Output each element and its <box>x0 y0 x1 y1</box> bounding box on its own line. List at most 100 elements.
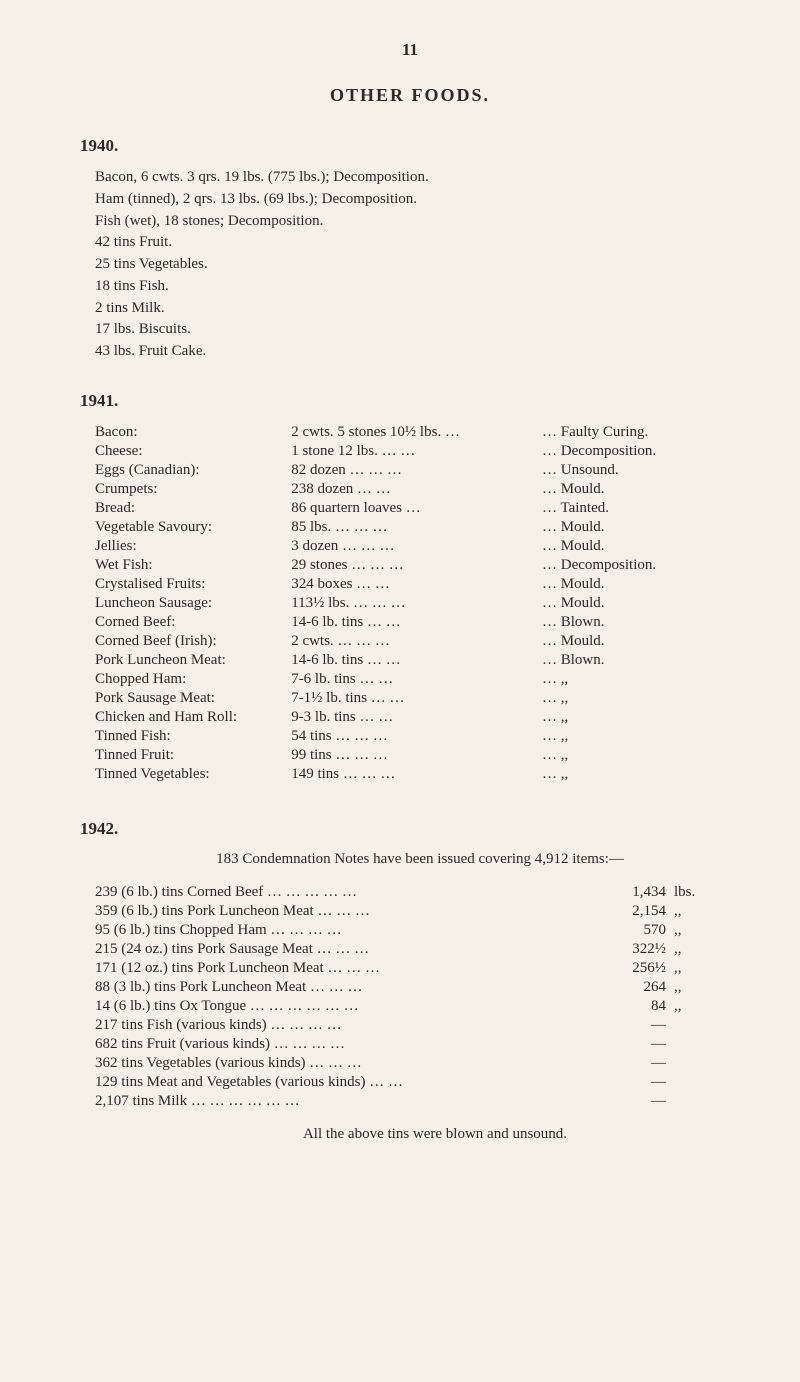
cell-desc: 95 (6 lb.) tins Chopped Ham … … … … <box>80 921 575 940</box>
cell-reason: … Tainted. <box>542 499 740 518</box>
table-row: 88 (3 lb.) tins Pork Luncheon Meat … … …… <box>80 978 740 997</box>
cell-amount: 238 dozen … … <box>291 480 542 499</box>
cell-reason: … ,, <box>542 689 740 708</box>
cell-amount: 54 tins … … … <box>291 727 542 746</box>
cell-desc: 2,107 tins Milk … … … … … … <box>80 1092 575 1111</box>
table-row: Bread:86 quartern loaves …… Tainted. <box>80 499 740 518</box>
cell-amount: 14-6 lb. tins … … <box>291 613 542 632</box>
cell-reason: … Mould. <box>542 480 740 499</box>
document-page: 11 OTHER FOODS. 1940. Bacon, 6 cwts. 3 q… <box>0 0 800 1183</box>
cell-desc: 14 (6 lb.) tins Ox Tongue … … … … … … <box>80 997 575 1016</box>
table-row: Tinned Fruit:99 tins … … …… ,, <box>80 746 740 765</box>
section-1940: 1940. Bacon, 6 cwts. 3 qrs. 19 lbs. (775… <box>80 136 740 361</box>
cell-item: Bacon: <box>80 423 291 442</box>
table-row: 239 (6 lb.) tins Corned Beef … … … … …1,… <box>80 883 740 902</box>
intro-1942: 183 Condemnation Notes have been issued … <box>100 851 740 868</box>
cell-item: Crystalised Fruits: <box>80 575 291 594</box>
cell-unit: ,, <box>674 959 740 978</box>
cell-item: Vegetable Savoury: <box>80 518 291 537</box>
cell-unit <box>674 1016 740 1035</box>
cell-reason: … Decomposition. <box>542 442 740 461</box>
cell-item: Eggs (Canadian): <box>80 461 291 480</box>
cell-desc: 88 (3 lb.) tins Pork Luncheon Meat … … … <box>80 978 575 997</box>
cell-item: Luncheon Sausage: <box>80 594 291 613</box>
line: Ham (tinned), 2 qrs. 13 lbs. (69 lbs.); … <box>95 190 740 209</box>
table-row: 14 (6 lb.) tins Ox Tongue … … … … … …84,… <box>80 997 740 1016</box>
line: Bacon, 6 cwts. 3 qrs. 19 lbs. (775 lbs.)… <box>95 168 740 187</box>
table-row: Chopped Ham:7-6 lb. tins … …… ,, <box>80 670 740 689</box>
table-row: Bacon:2 cwts. 5 stones 10½ lbs. …… Fault… <box>80 423 740 442</box>
line: 42 tins Fruit. <box>95 233 740 252</box>
cell-unit: lbs. <box>674 883 740 902</box>
cell-reason: … Decomposition. <box>542 556 740 575</box>
cell-unit: ,, <box>674 940 740 959</box>
cell-qty: 322½ <box>575 940 674 959</box>
section-1942: 1942. 183 Condemnation Notes have been i… <box>80 819 740 1143</box>
lines-1940: Bacon, 6 cwts. 3 qrs. 19 lbs. (775 lbs.)… <box>80 168 740 361</box>
cell-amount: 324 boxes … … <box>291 575 542 594</box>
table-row: Jellies:3 dozen … … …… Mould. <box>80 537 740 556</box>
cell-reason: … Mould. <box>542 537 740 556</box>
table-row: 359 (6 lb.) tins Pork Luncheon Meat … … … <box>80 902 740 921</box>
cell-unit <box>674 1054 740 1073</box>
footer-text: All the above tins were blown and unsoun… <box>303 1126 567 1142</box>
table-row: Tinned Vegetables:149 tins … … …… ,, <box>80 765 740 784</box>
cell-item: Tinned Fruit: <box>80 746 291 765</box>
table-row: Corned Beef:14-6 lb. tins … …… Blown. <box>80 613 740 632</box>
cell-qty: 570 <box>575 921 674 940</box>
table-row: Vegetable Savoury:85 lbs. … … …… Mould. <box>80 518 740 537</box>
cell-qty: 256½ <box>575 959 674 978</box>
table-row: Wet Fish:29 stones … … …… Decomposition. <box>80 556 740 575</box>
cell-reason: … Mould. <box>542 594 740 613</box>
table-row: 129 tins Meat and Vegetables (various ki… <box>80 1073 740 1092</box>
cell-desc: 359 (6 lb.) tins Pork Luncheon Meat … … … <box>80 902 575 921</box>
cell-reason: … ,, <box>542 765 740 784</box>
cell-amount: 1 stone 12 lbs. … … <box>291 442 542 461</box>
cell-desc: 362 tins Vegetables (various kinds) … … … <box>80 1054 575 1073</box>
cell-item: Pork Luncheon Meat: <box>80 651 291 670</box>
cell-item: Wet Fish: <box>80 556 291 575</box>
footer-1942: All the above tins were blown and unsoun… <box>80 1126 740 1143</box>
cell-amount: 7-6 lb. tins … … <box>291 670 542 689</box>
table-row: 171 (12 oz.) tins Pork Luncheon Meat … …… <box>80 959 740 978</box>
table-row: 362 tins Vegetables (various kinds) … … … <box>80 1054 740 1073</box>
cell-reason: … Faulty Curing. <box>542 423 740 442</box>
cell-reason: … ,, <box>542 708 740 727</box>
cell-amount: 14-6 lb. tins … … <box>291 651 542 670</box>
cell-unit: ,, <box>674 997 740 1016</box>
cell-desc: 239 (6 lb.) tins Corned Beef … … … … … <box>80 883 575 902</box>
cell-reason: … Mould. <box>542 575 740 594</box>
table-row: 95 (6 lb.) tins Chopped Ham … … … …570,, <box>80 921 740 940</box>
cell-qty: — <box>575 1073 674 1092</box>
cell-qty: — <box>575 1092 674 1111</box>
cell-item: Cheese: <box>80 442 291 461</box>
table-1941: Bacon:2 cwts. 5 stones 10½ lbs. …… Fault… <box>80 423 740 784</box>
cell-item: Chopped Ham: <box>80 670 291 689</box>
cell-item: Corned Beef (Irish): <box>80 632 291 651</box>
cell-qty: — <box>575 1035 674 1054</box>
cell-amount: 2 cwts. 5 stones 10½ lbs. … <box>291 423 542 442</box>
cell-unit: ,, <box>674 978 740 997</box>
line: 18 tins Fish. <box>95 277 740 296</box>
cell-item: Pork Sausage Meat: <box>80 689 291 708</box>
cell-qty: — <box>575 1054 674 1073</box>
cell-amount: 82 dozen … … … <box>291 461 542 480</box>
table-row: 217 tins Fish (various kinds) … … … …— <box>80 1016 740 1035</box>
cell-desc: 682 tins Fruit (various kinds) … … … … <box>80 1035 575 1054</box>
cell-item: Bread: <box>80 499 291 518</box>
table-row: Luncheon Sausage:113½ lbs. … … …… Mould. <box>80 594 740 613</box>
cell-qty: 264 <box>575 978 674 997</box>
table-row: 2,107 tins Milk … … … … … …— <box>80 1092 740 1111</box>
cell-amount: 113½ lbs. … … … <box>291 594 542 613</box>
cell-reason: … ,, <box>542 727 740 746</box>
table-row: Crystalised Fruits:324 boxes … …… Mould. <box>80 575 740 594</box>
cell-amount: 3 dozen … … … <box>291 537 542 556</box>
cell-amount: 86 quartern loaves … <box>291 499 542 518</box>
table-row: Eggs (Canadian):82 dozen … … …… Unsound. <box>80 461 740 480</box>
table-row: Cheese:1 stone 12 lbs. … …… Decompositio… <box>80 442 740 461</box>
heading-1942: 1942. <box>80 819 740 839</box>
line: 43 lbs. Fruit Cake. <box>95 342 740 361</box>
heading-1941: 1941. <box>80 391 740 411</box>
cell-item: Corned Beef: <box>80 613 291 632</box>
cell-reason: … Unsound. <box>542 461 740 480</box>
